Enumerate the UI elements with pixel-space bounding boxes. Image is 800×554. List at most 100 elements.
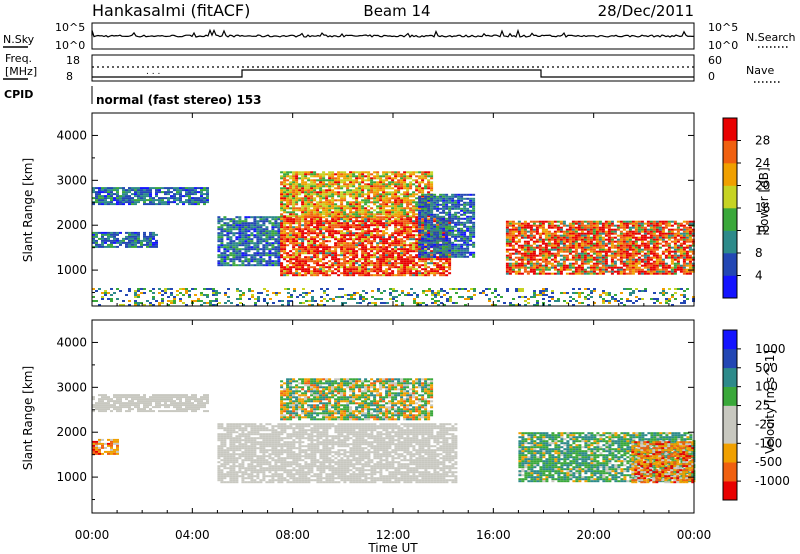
data-cell — [442, 266, 446, 269]
data-cell — [289, 222, 293, 225]
data-cell — [364, 215, 368, 218]
data-cell — [262, 240, 266, 243]
data-cell — [406, 230, 410, 233]
data-cell — [403, 185, 407, 188]
data-cell — [286, 171, 290, 174]
data-cell — [541, 250, 545, 253]
data-cell — [397, 199, 401, 202]
data-cell — [616, 250, 620, 253]
data-cell — [364, 248, 368, 251]
data-cell — [430, 185, 434, 188]
data-cell — [595, 266, 599, 269]
data-cell — [238, 234, 242, 237]
data-cell — [355, 195, 359, 198]
data-cell — [137, 189, 140, 192]
data-cell — [631, 272, 635, 275]
data-cell — [232, 256, 236, 259]
data-cell — [403, 173, 407, 176]
data-cell — [538, 268, 542, 271]
data-cell — [170, 201, 173, 204]
data-cell — [439, 266, 443, 269]
data-cell — [460, 197, 464, 200]
data-cell — [358, 268, 362, 271]
data-cell — [538, 222, 542, 225]
data-cell — [244, 216, 248, 219]
data-cell — [430, 175, 434, 178]
data-cell — [191, 191, 194, 194]
data-cell — [409, 207, 413, 210]
data-cell — [640, 228, 644, 231]
data-cell — [613, 252, 617, 255]
data-cell — [277, 264, 281, 267]
data-cell — [292, 234, 296, 237]
data-cell — [352, 274, 356, 277]
data-cell — [505, 240, 509, 243]
data-cell — [526, 250, 530, 253]
data-cell — [637, 248, 641, 251]
data-cell — [298, 228, 302, 231]
data-cell — [424, 201, 428, 204]
data-cell — [508, 264, 512, 267]
data-cell — [454, 205, 458, 208]
data-cell — [559, 230, 563, 233]
data-cell — [244, 264, 248, 267]
data-cell — [412, 266, 416, 269]
data-cell — [586, 262, 590, 265]
data-cell — [220, 228, 224, 231]
data-cell — [280, 228, 284, 231]
data-cell — [128, 203, 131, 206]
data-cell — [289, 260, 293, 263]
data-cell — [637, 266, 641, 269]
data-cell — [313, 209, 317, 212]
data-cell — [310, 244, 314, 247]
data-cell — [343, 270, 347, 273]
data-cell — [313, 203, 317, 206]
data-cell — [583, 250, 587, 253]
data-cell — [520, 256, 524, 259]
data-cell — [349, 193, 353, 196]
data-cell — [295, 213, 299, 216]
data-cell — [316, 264, 320, 267]
data-cell — [622, 234, 626, 237]
data-cell — [262, 228, 266, 231]
data-cell — [505, 270, 509, 273]
data-cell — [131, 231, 134, 234]
data-cell — [301, 242, 305, 245]
data-cell — [643, 228, 647, 231]
data-cell — [206, 197, 209, 200]
data-cell — [226, 234, 230, 237]
data-cell — [319, 193, 323, 196]
data-cell — [182, 187, 185, 190]
data-cell — [316, 205, 320, 208]
data-cell — [562, 236, 566, 239]
data-cell — [241, 222, 245, 225]
data-cell — [652, 236, 656, 239]
data-cell — [367, 195, 371, 198]
data-cell — [400, 268, 404, 271]
data-cell — [125, 245, 128, 248]
data-cell — [92, 241, 95, 244]
data-cell — [191, 187, 194, 190]
data-cell — [274, 248, 278, 251]
data-cell — [655, 260, 659, 263]
data-cell — [412, 220, 416, 223]
data-cell — [334, 218, 338, 221]
data-cell — [661, 232, 665, 235]
data-cell — [319, 175, 323, 178]
data-cell — [367, 264, 371, 267]
data-cell — [268, 260, 272, 263]
data-cell — [328, 270, 332, 273]
data-cell — [334, 254, 338, 257]
data-cell — [409, 256, 413, 259]
data-cell — [337, 187, 341, 190]
data-cell — [265, 242, 269, 245]
data-cell — [206, 193, 209, 196]
data-cell — [295, 264, 299, 267]
data-cell — [346, 193, 350, 196]
data-cell — [448, 262, 452, 265]
data-cell — [241, 262, 245, 265]
data-cell — [382, 254, 386, 257]
data-cell — [409, 173, 413, 176]
data-cell — [283, 179, 287, 182]
data-cell — [649, 220, 653, 223]
